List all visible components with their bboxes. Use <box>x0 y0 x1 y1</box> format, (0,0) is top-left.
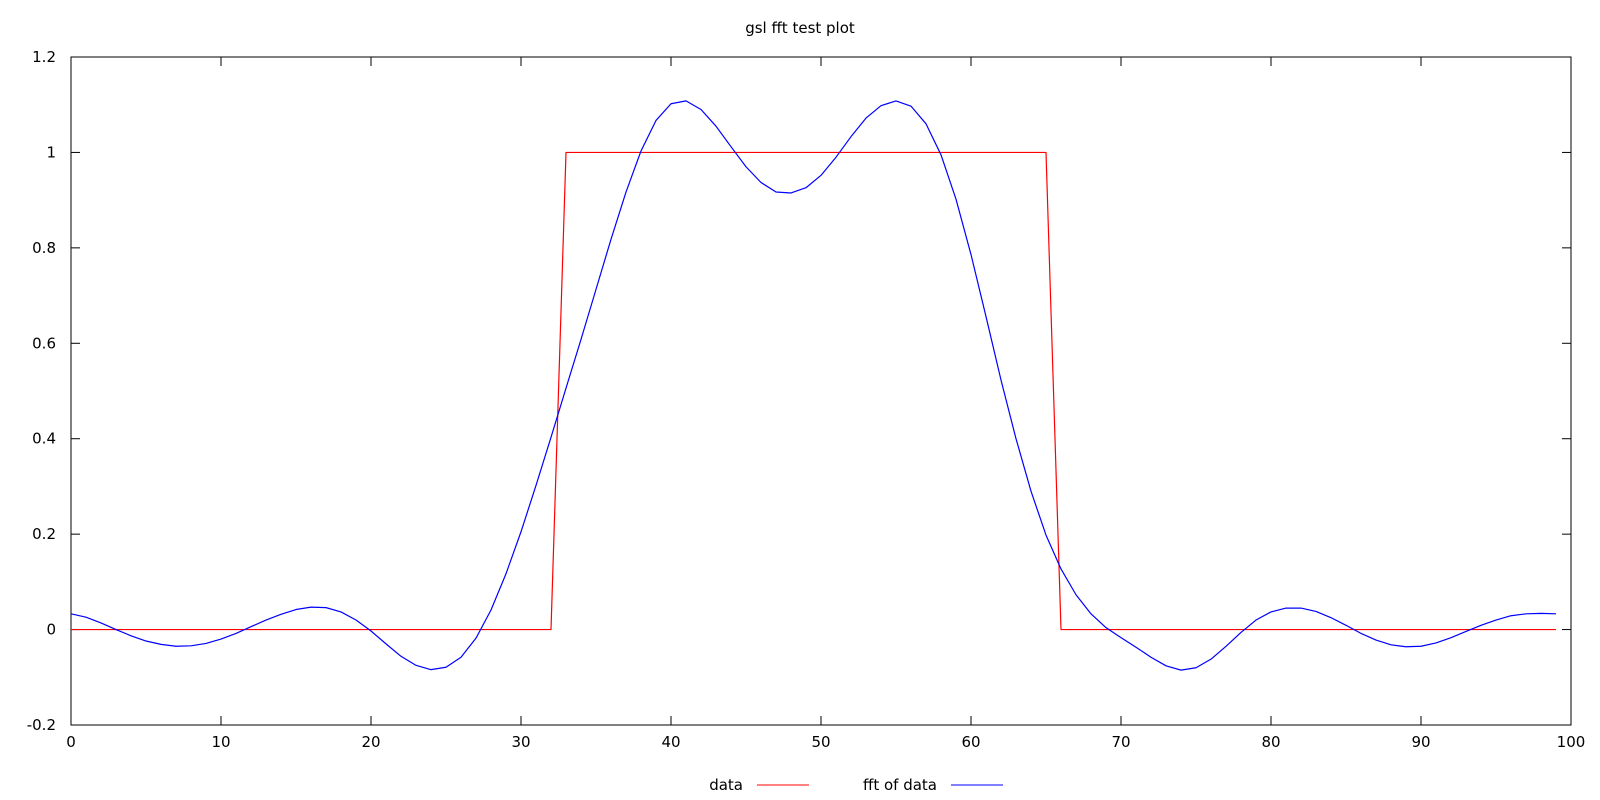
x-tick-label: 70 <box>1111 733 1130 751</box>
x-tick-label: 40 <box>661 733 680 751</box>
y-tick-label: 0 <box>46 621 56 639</box>
y-tick-label: 0.8 <box>32 239 56 257</box>
x-tick-label: 60 <box>961 733 980 751</box>
chart-title: gsl fft test plot <box>745 19 855 37</box>
x-tick-label: 30 <box>511 733 530 751</box>
axes: 0 10 20 30 40 50 60 70 80 90 100 -0.2 0 0.2 0.4 0.6 0.8 1… <box>27 48 1586 751</box>
legend-label-data: data <box>709 776 743 794</box>
series-layer <box>70 100 1557 671</box>
y-tick-label: 0.6 <box>32 334 56 352</box>
legend-label-fft-of-data: fft of data <box>863 776 937 794</box>
x-tick-label: 10 <box>211 733 230 751</box>
legend: data fft of data <box>709 776 1003 794</box>
x-tick-label: 80 <box>1261 733 1280 751</box>
y-tick-label: 1.2 <box>32 48 56 66</box>
y-tick-label: 0.2 <box>32 525 56 543</box>
y-tick-label: 1 <box>46 143 56 161</box>
x-tick-label: 20 <box>361 733 380 751</box>
series-line-fft-of-data <box>70 100 1557 671</box>
y-tick-label: 0.4 <box>32 430 56 448</box>
x-tick-label: 90 <box>1411 733 1430 751</box>
series-line-data <box>71 151 1556 631</box>
x-tick-label: 50 <box>811 733 830 751</box>
x-tick-label: 0 <box>66 733 76 751</box>
x-tick-label: 100 <box>1557 733 1586 751</box>
y-tick-label: -0.2 <box>27 716 56 734</box>
